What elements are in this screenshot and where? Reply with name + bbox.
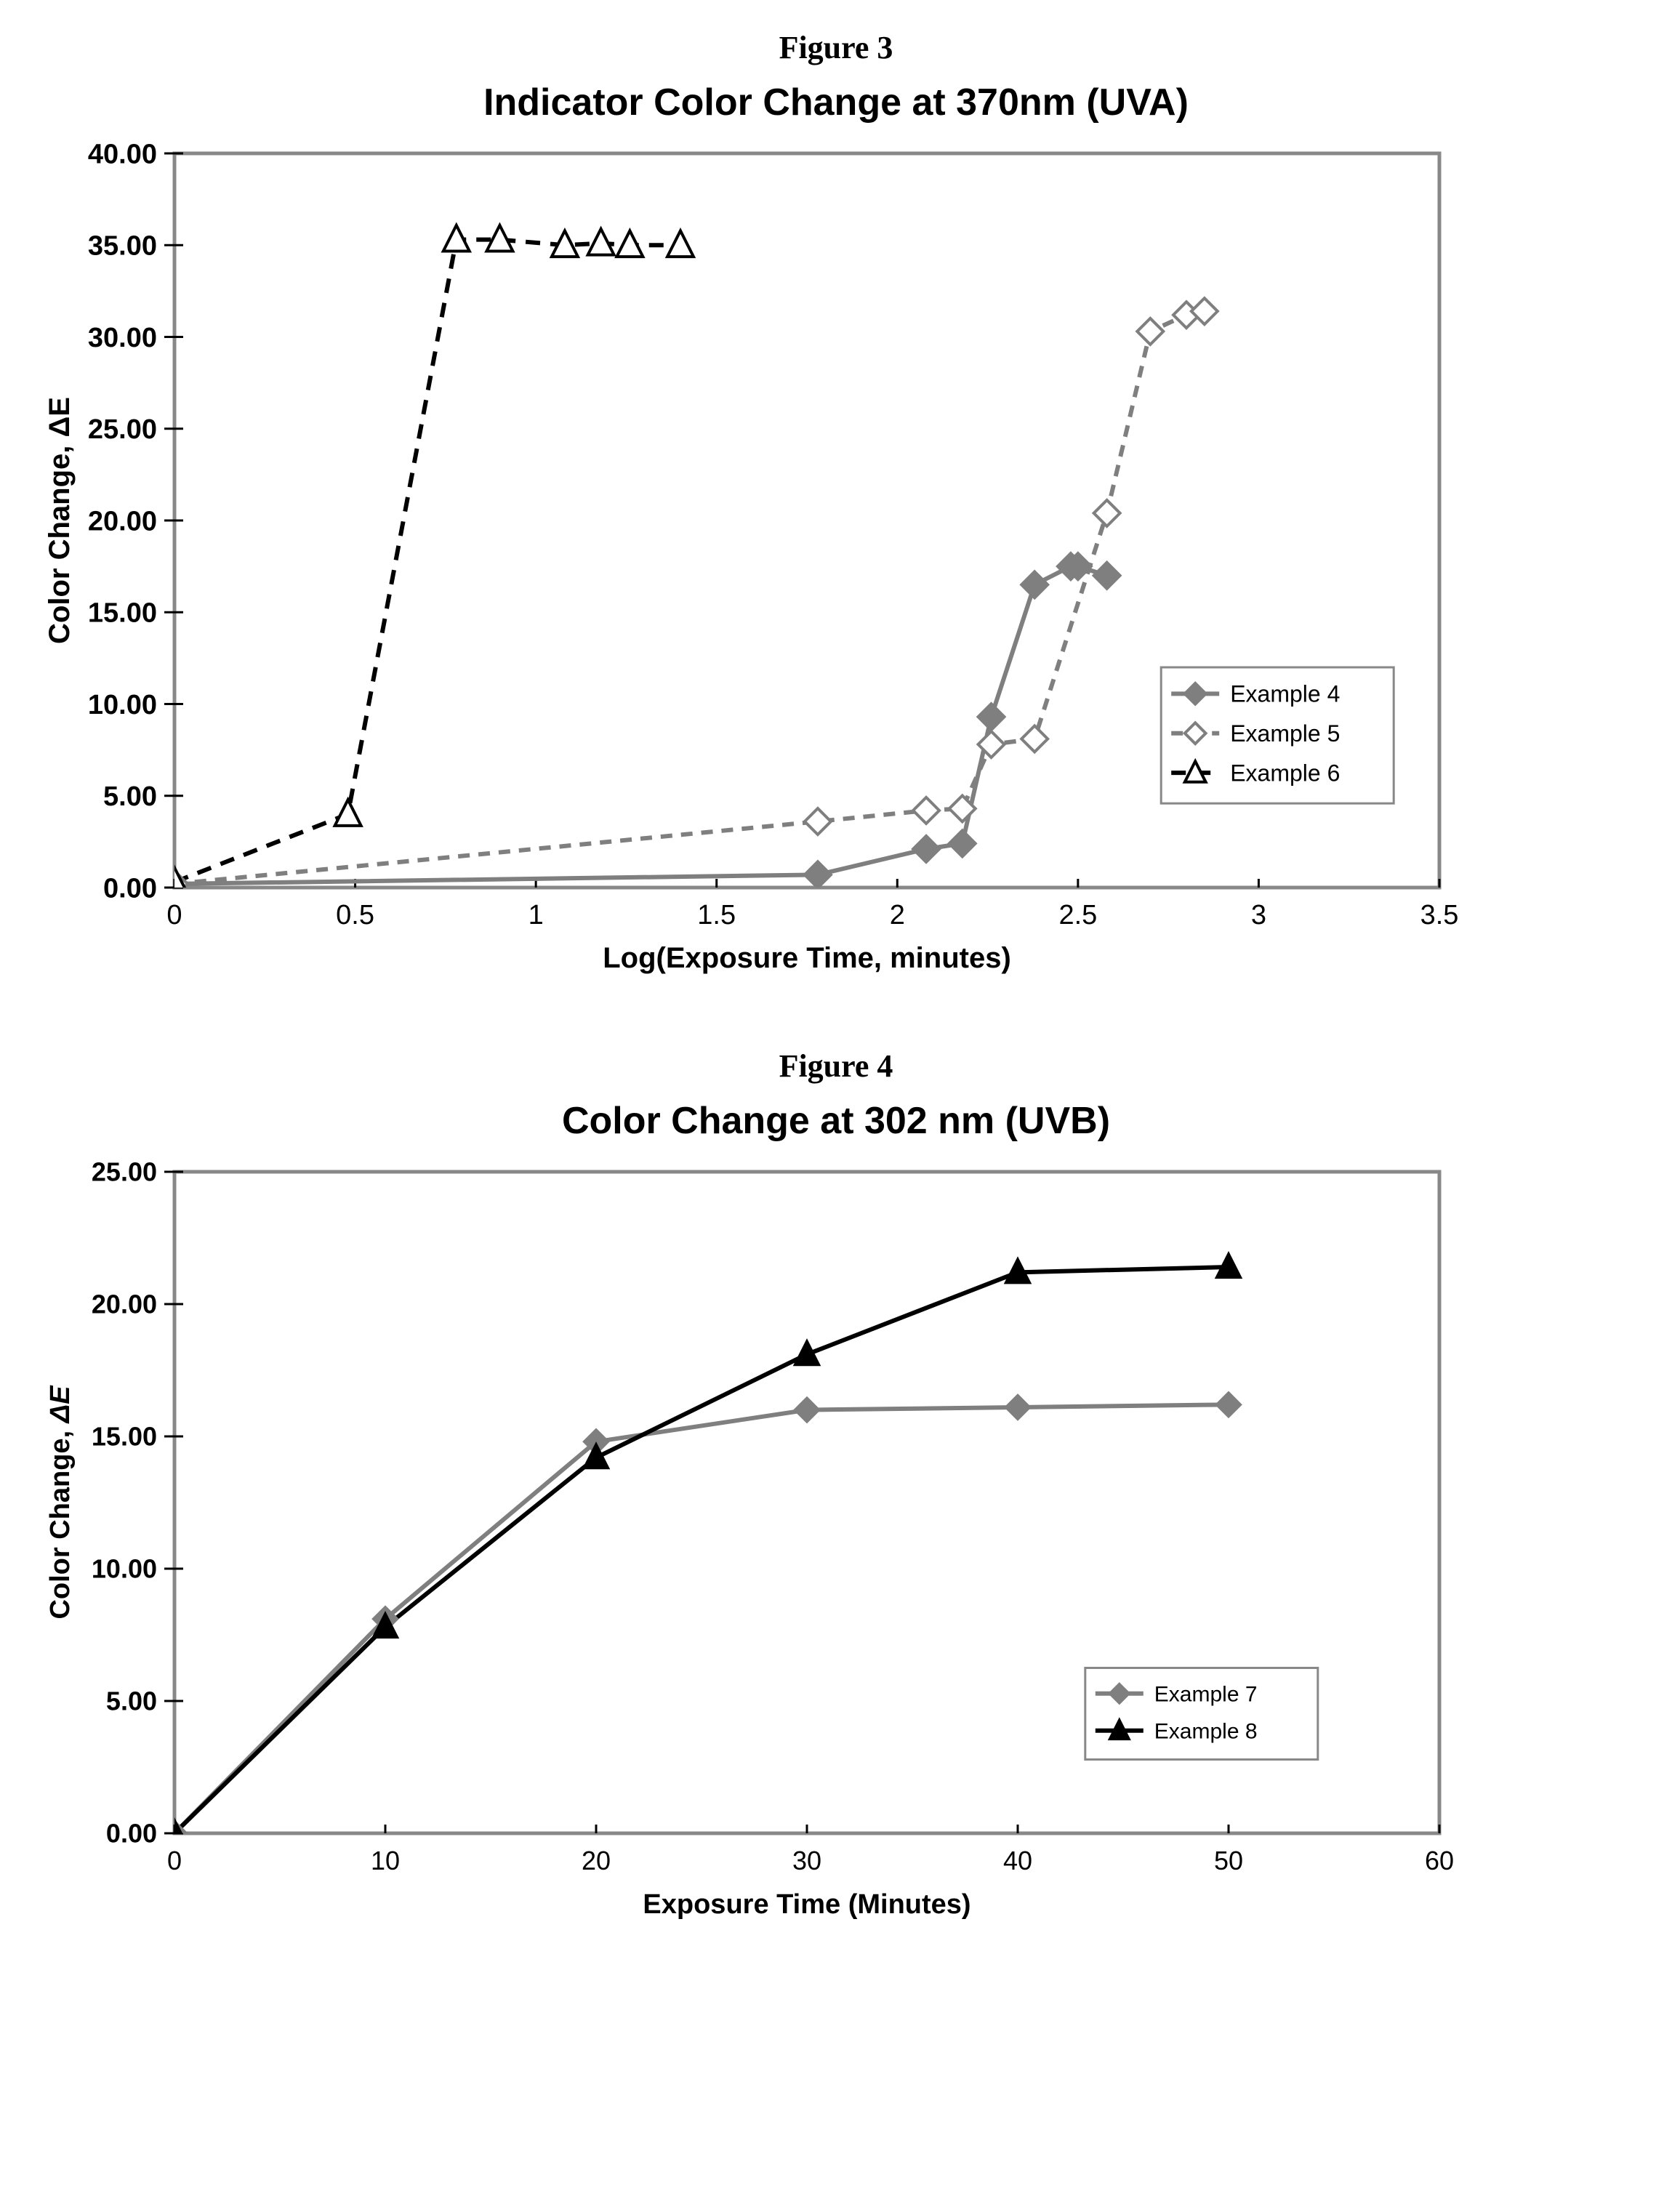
svg-text:0: 0 [166, 900, 182, 930]
svg-text:Exposure Time (Minutes): Exposure Time (Minutes) [643, 1889, 970, 1920]
svg-text:20.00: 20.00 [88, 506, 157, 536]
svg-text:5.00: 5.00 [106, 1686, 157, 1716]
svg-text:10: 10 [371, 1846, 400, 1875]
svg-text:2: 2 [890, 900, 905, 930]
svg-text:40.00: 40.00 [88, 139, 157, 169]
svg-text:10.00: 10.00 [92, 1554, 157, 1584]
svg-text:Example 4: Example 4 [1230, 681, 1340, 707]
svg-text:15.00: 15.00 [92, 1422, 157, 1452]
svg-text:30: 30 [792, 1846, 821, 1875]
svg-text:40: 40 [1003, 1846, 1032, 1875]
svg-text:Color Change, ΔE: Color Change, ΔE [44, 397, 76, 644]
svg-text:Log(Exposure Time, minutes): Log(Exposure Time, minutes) [603, 942, 1011, 974]
figure-3: Figure 3 Indicator Color Change at 370nm… [29, 29, 1643, 1004]
svg-text:1: 1 [528, 900, 544, 930]
svg-text:60: 60 [1425, 1846, 1454, 1875]
svg-text:15.00: 15.00 [88, 598, 157, 629]
svg-text:20: 20 [582, 1846, 611, 1875]
svg-text:0.00: 0.00 [106, 1819, 157, 1849]
svg-text:Example 8: Example 8 [1154, 1719, 1258, 1743]
svg-text:30.00: 30.00 [88, 323, 157, 353]
svg-text:50: 50 [1214, 1846, 1243, 1875]
figure-4-chart: 0 10 20 30 40 50 60 0.00 5.00 10.00 15.00 20.00 25.0… [29, 1150, 1483, 1950]
svg-text:3: 3 [1251, 900, 1266, 930]
figure-4: Figure 4 Color Change at 302 nm (UVB) 0 1… [29, 1047, 1643, 1950]
svg-text:0: 0 [167, 1846, 182, 1875]
svg-text:Example 5: Example 5 [1230, 720, 1340, 747]
svg-text:35.00: 35.00 [88, 231, 157, 262]
figure-4-title: Color Change at 302 nm (UVB) [29, 1099, 1643, 1143]
svg-text:Color Change, ΔE: Color Change, ΔE [45, 1385, 76, 1620]
svg-text:Example 6: Example 6 [1230, 760, 1340, 786]
figure-4-label: Figure 4 [29, 1047, 1643, 1085]
svg-text:10.00: 10.00 [88, 690, 157, 720]
figure-3-title: Indicator Color Change at 370nm (UVA) [29, 81, 1643, 124]
svg-text:5.00: 5.00 [103, 781, 157, 812]
svg-text:2.5: 2.5 [1058, 900, 1097, 930]
figure-3-chart: 0 0.5 1 1.5 2 2.5 3 3.5 0.00 5.00 10.00 15.00 20.00 2… [29, 132, 1483, 1004]
svg-text:3.5: 3.5 [1420, 900, 1459, 930]
svg-text:25.00: 25.00 [92, 1157, 157, 1187]
svg-text:20.00: 20.00 [92, 1290, 157, 1319]
svg-text:1.5: 1.5 [697, 900, 736, 930]
svg-text:0.00: 0.00 [103, 873, 157, 904]
svg-text:0.5: 0.5 [336, 900, 374, 930]
svg-text:Example 7: Example 7 [1154, 1682, 1258, 1706]
svg-text:25.00: 25.00 [88, 414, 157, 445]
figure-3-label: Figure 3 [29, 29, 1643, 66]
